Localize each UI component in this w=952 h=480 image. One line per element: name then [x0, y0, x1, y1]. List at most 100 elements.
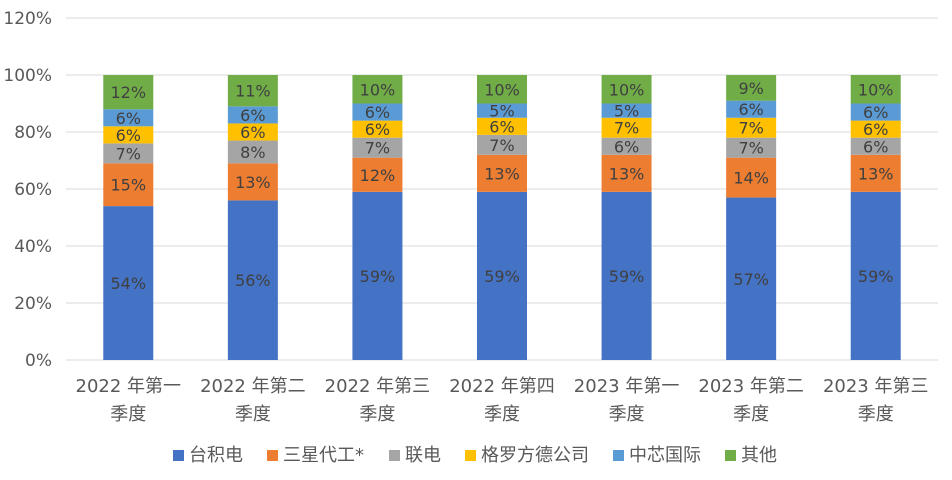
y-tick-label: 120%: [3, 9, 52, 29]
bar-segment: [103, 126, 154, 144]
data-label: 5%: [614, 102, 639, 121]
data-label: 56%: [235, 271, 271, 290]
x-tick-label: 2022 年第四: [449, 376, 555, 397]
x-tick-label: 2023 年第二: [698, 376, 804, 397]
bar-segment: [726, 157, 777, 198]
bar-segment: [850, 191, 901, 360]
legend-swatch: [267, 450, 278, 461]
x-tick-label: 季度: [609, 404, 645, 425]
x-tick-label: 2022 年第一: [76, 376, 182, 397]
bar-segment: [352, 157, 403, 192]
legend-label: 联电: [405, 445, 441, 466]
data-label: 6%: [365, 120, 390, 139]
data-label: 6%: [738, 100, 763, 119]
data-label: 6%: [116, 109, 141, 128]
bar-segment: [477, 75, 527, 104]
x-tick-label: 2023 年第一: [574, 376, 680, 397]
data-label: 6%: [240, 106, 265, 125]
bar-segment: [227, 163, 278, 201]
bar-segment: [601, 103, 652, 118]
bar-segment: [477, 134, 527, 155]
data-label: 6%: [365, 103, 390, 122]
data-label: 59%: [858, 267, 894, 286]
bar-segment: [726, 75, 777, 101]
bar-segment: [726, 137, 777, 158]
y-tick-label: 60%: [14, 180, 52, 200]
bar-segment: [352, 75, 403, 104]
legend-swatch: [173, 450, 184, 461]
legend-swatch: [465, 450, 476, 461]
legend-label: 格罗方德公司: [481, 445, 589, 466]
data-label: 54%: [111, 274, 147, 293]
legend-label: 其他: [741, 445, 777, 466]
data-label: 10%: [609, 80, 645, 99]
data-label: 7%: [365, 139, 390, 158]
data-label: 11%: [235, 82, 271, 101]
bar-segment: [352, 137, 403, 158]
data-label: 10%: [858, 80, 894, 99]
y-tick-label: 80%: [14, 123, 52, 143]
data-label: 6%: [863, 137, 888, 156]
bar-segment: [601, 191, 652, 360]
bar-segment: [352, 103, 403, 121]
y-axis: 0% 20% 40% 60% 80% 100% 120%: [3, 9, 52, 371]
legend-swatch: [613, 450, 624, 461]
bar-segment: [850, 154, 901, 192]
data-label: 6%: [116, 126, 141, 145]
y-tick-label: 20%: [14, 294, 52, 314]
data-label: 9%: [738, 79, 763, 98]
x-tick-label: 季度: [359, 404, 395, 425]
x-tick-label: 季度: [235, 404, 271, 425]
bar-segment: [726, 197, 777, 360]
data-label: 6%: [489, 117, 514, 136]
data-label: 6%: [240, 123, 265, 142]
x-tick-label: 季度: [110, 404, 146, 425]
data-label: 5%: [489, 102, 514, 121]
data-label: 13%: [235, 173, 271, 192]
data-label: 7%: [614, 119, 639, 138]
bar-segment: [227, 140, 278, 164]
data-label: 6%: [863, 120, 888, 139]
bar-segment: [103, 75, 154, 110]
bar-segment: [227, 123, 278, 141]
legend-swatch: [389, 450, 400, 461]
legend-swatch: [725, 450, 736, 461]
bars: 54%15%7%6%6%12%56%13%8%6%6%11%59%12%7%6%…: [103, 75, 901, 360]
data-label: 59%: [609, 267, 645, 286]
bar-segment: [477, 103, 527, 118]
bar-segment: [601, 137, 652, 155]
bar-segment: [726, 117, 777, 138]
data-label: 12%: [111, 83, 147, 102]
bar-segment: [227, 106, 278, 124]
y-tick-label: 0%: [25, 351, 52, 371]
bar-segment: [227, 75, 278, 107]
bar-segment: [850, 103, 901, 121]
legend: 台积电 三星代工* 联电 格罗方德公司 中芯国际 其他: [173, 445, 777, 466]
data-label: 7%: [738, 139, 763, 158]
x-tick-label: 季度: [484, 404, 520, 425]
legend-label: 台积电: [189, 445, 243, 466]
legend-label: 三星代工*: [283, 445, 364, 466]
bar-segment: [352, 120, 403, 138]
bar-segment: [477, 191, 527, 360]
data-label: 14%: [733, 169, 769, 188]
bar-segment: [726, 100, 777, 118]
bar-segment: [352, 191, 403, 360]
data-label: 57%: [733, 270, 769, 289]
data-label: 7%: [489, 136, 514, 155]
x-tick-label: 季度: [858, 404, 894, 425]
data-label: 10%: [484, 80, 520, 99]
bar-segment: [103, 143, 154, 164]
bar-segment: [103, 206, 154, 360]
bar-segment: [103, 163, 154, 207]
data-label: 12%: [360, 166, 396, 185]
data-label: 13%: [484, 164, 520, 183]
y-tick-label: 100%: [3, 66, 52, 86]
bar-segment: [601, 154, 652, 192]
bar-segment: [477, 117, 527, 135]
legend-label: 中芯国际: [629, 445, 701, 466]
data-label: 7%: [116, 144, 141, 163]
data-label: 59%: [360, 267, 396, 286]
data-label: 6%: [863, 103, 888, 122]
